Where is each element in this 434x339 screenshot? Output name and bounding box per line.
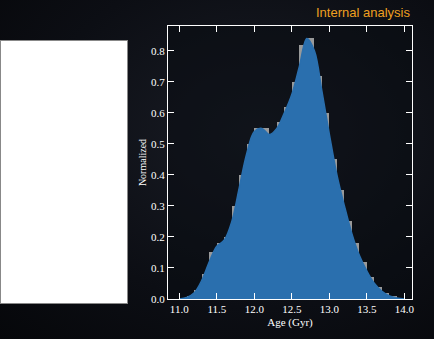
svg-text:0.6: 0.6	[151, 107, 165, 119]
svg-text:0.8: 0.8	[151, 45, 165, 57]
svg-text:Internal analysis: Internal analysis	[316, 5, 410, 20]
svg-text:0.1: 0.1	[151, 262, 165, 274]
svg-text:Normalized: Normalized	[137, 139, 148, 186]
svg-text:0.0: 0.0	[151, 293, 165, 305]
svg-text:14.0: 14.0	[395, 303, 415, 315]
svg-text:11.0: 11.0	[170, 303, 189, 315]
svg-text:11.5: 11.5	[207, 303, 226, 315]
svg-text:13.0: 13.0	[320, 303, 340, 315]
svg-text:0.2: 0.2	[151, 231, 165, 243]
svg-text:12.5: 12.5	[282, 303, 302, 315]
svg-text:0.3: 0.3	[151, 200, 165, 212]
svg-text:12.0: 12.0	[245, 303, 265, 315]
svg-text:0.4: 0.4	[151, 169, 165, 181]
svg-text:Age (Gyr): Age (Gyr)	[267, 316, 313, 329]
svg-text:13.5: 13.5	[357, 303, 377, 315]
svg-text:0.5: 0.5	[151, 138, 165, 150]
svg-text:0.7: 0.7	[151, 76, 165, 88]
